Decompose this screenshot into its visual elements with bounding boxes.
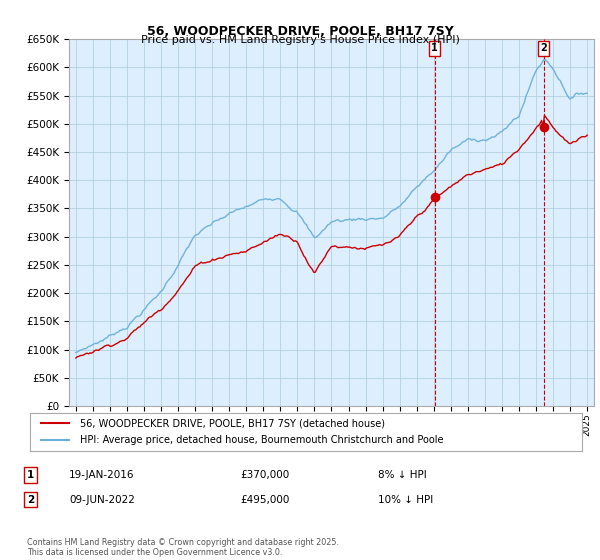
Text: 56, WOODPECKER DRIVE, POOLE, BH17 7SY (detached house): 56, WOODPECKER DRIVE, POOLE, BH17 7SY (d… <box>80 418 385 428</box>
Text: £495,000: £495,000 <box>240 494 289 505</box>
Text: £370,000: £370,000 <box>240 470 289 480</box>
Text: 10% ↓ HPI: 10% ↓ HPI <box>378 494 433 505</box>
Text: 19-JAN-2016: 19-JAN-2016 <box>69 470 134 480</box>
Text: Price paid vs. HM Land Registry's House Price Index (HPI): Price paid vs. HM Land Registry's House … <box>140 35 460 45</box>
Text: Contains HM Land Registry data © Crown copyright and database right 2025.
This d: Contains HM Land Registry data © Crown c… <box>27 538 339 557</box>
Text: 2: 2 <box>27 494 34 505</box>
Text: 56, WOODPECKER DRIVE, POOLE, BH17 7SY: 56, WOODPECKER DRIVE, POOLE, BH17 7SY <box>146 25 454 38</box>
Text: 8% ↓ HPI: 8% ↓ HPI <box>378 470 427 480</box>
Text: 1: 1 <box>27 470 34 480</box>
Text: 1: 1 <box>431 43 438 53</box>
Text: 09-JUN-2022: 09-JUN-2022 <box>69 494 135 505</box>
Text: HPI: Average price, detached house, Bournemouth Christchurch and Poole: HPI: Average price, detached house, Bour… <box>80 435 443 445</box>
Text: 2: 2 <box>540 43 547 53</box>
